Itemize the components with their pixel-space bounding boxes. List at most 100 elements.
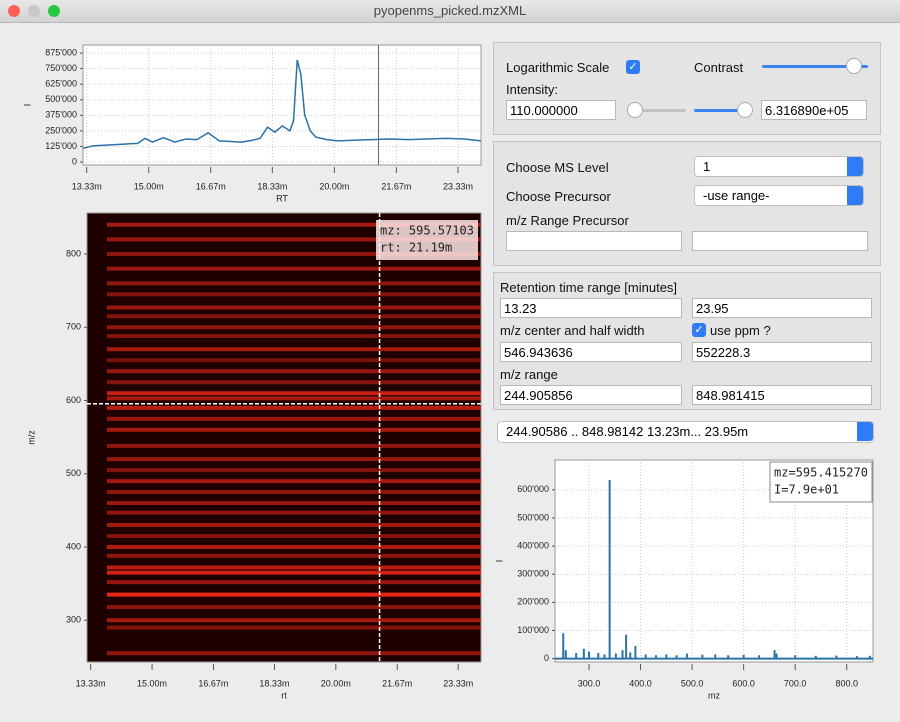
y-tick-label: 700 <box>66 322 81 332</box>
x-tick-label: 400.0 <box>629 678 652 688</box>
x-tick-label: 20.00m <box>321 678 351 688</box>
text-input[interactable] <box>506 231 682 251</box>
text-input[interactable]: 110.000000 <box>506 100 616 120</box>
y-axis-label: m/z <box>26 430 36 445</box>
x-tick-label: 13.33m <box>76 678 106 688</box>
text-input[interactable]: 23.95 <box>692 298 872 318</box>
y-tick-label: 875'000 <box>45 47 77 57</box>
intensity-band <box>107 405 481 410</box>
x-axis-label: mz <box>708 690 720 700</box>
y-tick-label: 600'000 <box>517 484 549 494</box>
y-tick-label: 200'000 <box>517 597 549 607</box>
y-tick-label: 250'000 <box>45 125 77 135</box>
intensity-band <box>107 618 481 623</box>
range-panel: Retention time range [minutes] 13.23 23.… <box>493 272 881 410</box>
label: Retention time range [minutes] <box>500 280 678 295</box>
zoom-button[interactable] <box>48 5 60 17</box>
text-input[interactable]: 13.23 <box>500 298 682 318</box>
intensity-band <box>107 305 481 310</box>
y-tick-label: 375'000 <box>45 110 77 120</box>
plot-area <box>82 44 482 166</box>
x-tick-label: 16.67m <box>196 181 226 191</box>
intensity-band <box>107 334 481 339</box>
label: m/z range <box>500 367 558 382</box>
slider-knob[interactable] <box>737 102 753 118</box>
checkbox[interactable]: ✓ <box>692 323 706 337</box>
x-tick-label: 18.33m <box>257 181 287 191</box>
annotation-box <box>769 461 873 503</box>
label: Logarithmic Scale <box>506 60 610 75</box>
x-tick-label: 700.0 <box>784 678 807 688</box>
slider-knob[interactable] <box>846 58 862 74</box>
label: m/z Range Precursor <box>506 213 629 228</box>
y-tick-label: 100'000 <box>517 625 549 635</box>
close-button[interactable] <box>8 5 20 17</box>
intensity-band <box>107 314 481 319</box>
slider[interactable] <box>628 109 686 112</box>
intensity-band <box>107 545 481 550</box>
y-tick-label: 125'000 <box>45 141 77 151</box>
dropdown[interactable]: 1 <box>694 156 864 177</box>
intensity-band <box>107 580 481 585</box>
intensity-band <box>107 252 481 257</box>
title-bar: pyopenms_picked.mzXML <box>0 0 900 23</box>
text-input[interactable]: 848.981415 <box>692 385 872 405</box>
intensity-band <box>107 237 481 242</box>
annotation-text: I=7.9e+01 <box>774 483 839 497</box>
intensity-band <box>107 605 481 610</box>
x-tick-label: 18.33m <box>259 678 289 688</box>
intensity-band <box>107 490 481 495</box>
slider[interactable] <box>694 109 750 112</box>
intensity-band <box>107 369 481 374</box>
checkbox[interactable]: ✓ <box>626 60 640 74</box>
y-tick-label: 400 <box>66 541 81 551</box>
intensity-band <box>107 479 481 484</box>
x-tick-label: 300.0 <box>578 678 601 688</box>
intensity-band <box>107 565 481 570</box>
slider-knob[interactable] <box>627 102 643 118</box>
y-tick-label: 500'000 <box>45 94 77 104</box>
annotation-text: mz: 595.57103 <box>380 224 474 238</box>
display-panel: Logarithmic Scale ✓ Contrast Intensity: … <box>493 42 881 135</box>
intensity-band <box>107 222 481 227</box>
intensity-band <box>107 523 481 528</box>
y-tick-label: 625'000 <box>45 79 77 89</box>
label: Intensity: <box>506 82 559 97</box>
annotation-text: mz=595.415270 <box>774 466 868 480</box>
intensity-band <box>107 570 481 575</box>
ms-panel: Choose MS Level 1 Choose Precursor -use … <box>493 141 881 266</box>
x-axis-label: RT <box>276 193 288 203</box>
intensity-band <box>107 651 481 656</box>
label: Contrast <box>694 60 744 75</box>
y-axis-label: I <box>22 104 32 107</box>
range-dropdown[interactable]: 244.90586 .. 848.98142 13.23m... 23.95m <box>497 421 874 443</box>
x-tick-label: 16.67m <box>198 678 228 688</box>
annotation-box <box>376 220 478 260</box>
intensity-band <box>107 391 481 396</box>
label: m/z center and half width <box>500 323 645 338</box>
y-tick-label: 300'000 <box>517 569 549 579</box>
x-tick-label: 21.67m <box>381 181 411 191</box>
intensity-band <box>107 427 481 432</box>
text-input[interactable]: 6.316890e+05 <box>761 100 867 120</box>
x-tick-label: 20.00m <box>319 181 349 191</box>
x-tick-label: 13.33m <box>72 181 102 191</box>
intensity-band <box>107 534 481 539</box>
intensity-band <box>107 416 481 421</box>
label: Choose Precursor <box>506 189 611 204</box>
dropdown[interactable]: -use range- <box>694 185 864 206</box>
minimize-button[interactable] <box>28 5 40 17</box>
label: Choose MS Level <box>506 160 609 175</box>
text-input[interactable] <box>692 231 868 251</box>
text-input[interactable]: 552228.3 <box>692 342 872 362</box>
y-tick-label: 500 <box>66 468 81 478</box>
intensity-band <box>107 325 481 330</box>
text-input[interactable]: 546.943636 <box>500 342 682 362</box>
x-tick-label: 23.33m <box>443 678 473 688</box>
slider[interactable] <box>762 65 868 68</box>
intensity-band <box>107 380 481 385</box>
text-input[interactable]: 244.905856 <box>500 385 682 405</box>
intensity-band <box>107 443 481 448</box>
annotation-text: rt: 21.19m <box>380 241 452 255</box>
